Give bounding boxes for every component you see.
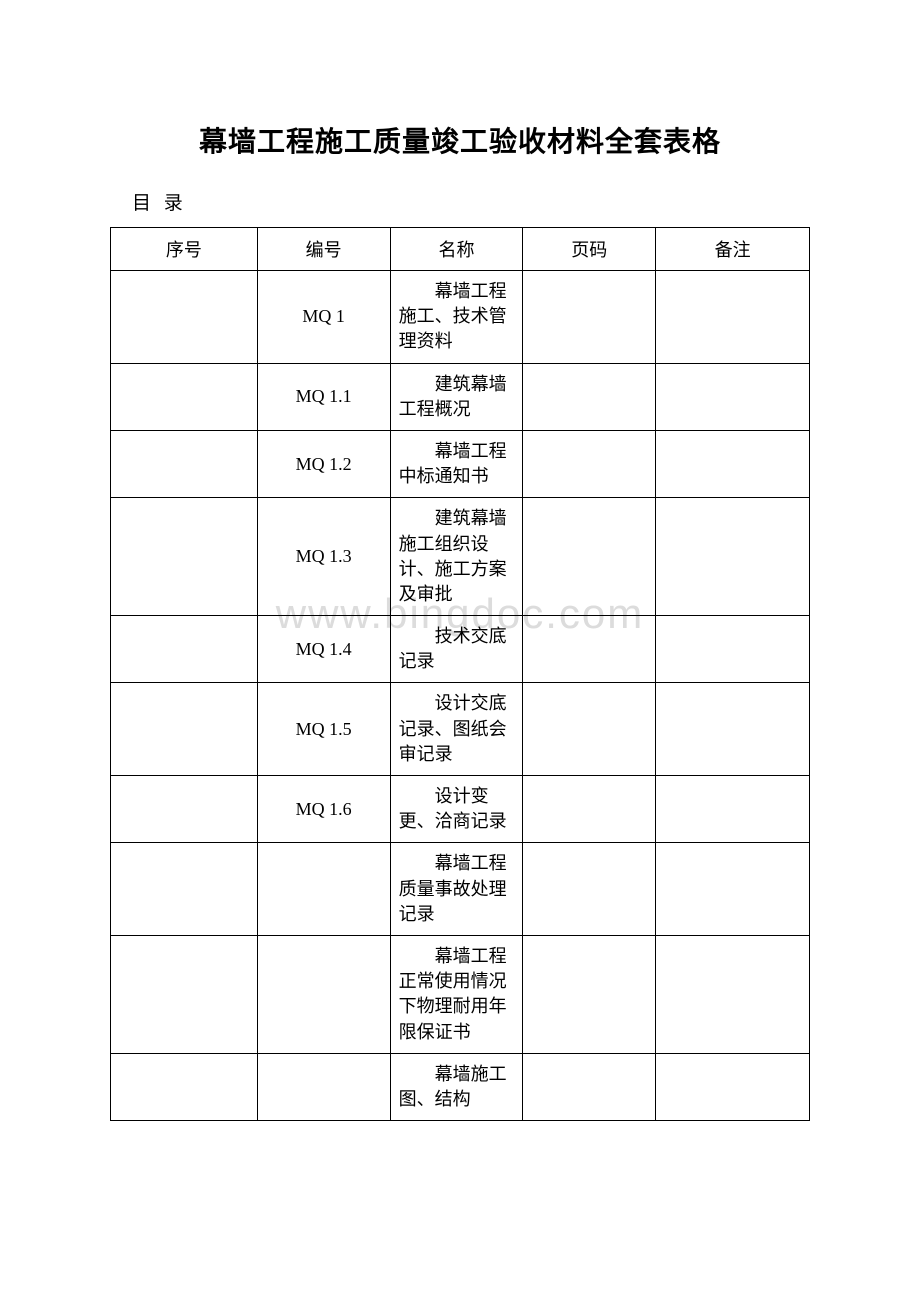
table-row: 幕墙工程正常使用情况下物理耐用年限保证书 xyxy=(111,935,810,1053)
cell-remark xyxy=(656,271,810,364)
cell-remark xyxy=(656,430,810,497)
table-row: 幕墙施工图、结构 xyxy=(111,1053,810,1120)
cell-page xyxy=(523,430,656,497)
cell-name: 设计交底记录、图纸会审记录 xyxy=(390,683,523,776)
table-row: MQ 1.2 幕墙工程中标通知书 xyxy=(111,430,810,497)
cell-seq xyxy=(111,935,258,1053)
header-remark: 备注 xyxy=(656,228,810,271)
cell-name: 设计变更、洽商记录 xyxy=(390,776,523,843)
cell-remark xyxy=(656,616,810,683)
document-content: 幕墙工程施工质量竣工验收材料全套表格 目 录 序号 编号 名称 页码 备注 MQ… xyxy=(110,120,810,1121)
table-header-row: 序号 编号 名称 页码 备注 xyxy=(111,228,810,271)
toc-table: 序号 编号 名称 页码 备注 MQ 1 幕墙工程施工、技术管理资料 MQ 1.1… xyxy=(110,227,810,1121)
cell-page xyxy=(523,776,656,843)
cell-name: 建筑幕墙施工组织设计、施工方案及审批 xyxy=(390,498,523,616)
cell-name: 建筑幕墙工程概况 xyxy=(390,363,523,430)
cell-page xyxy=(523,363,656,430)
cell-remark xyxy=(656,935,810,1053)
cell-seq xyxy=(111,498,258,616)
cell-code: MQ 1.4 xyxy=(257,616,390,683)
cell-page xyxy=(523,1053,656,1120)
table-row: MQ 1.5 设计交底记录、图纸会审记录 xyxy=(111,683,810,776)
cell-page xyxy=(523,843,656,936)
cell-name: 幕墙工程中标通知书 xyxy=(390,430,523,497)
cell-seq xyxy=(111,363,258,430)
cell-page xyxy=(523,683,656,776)
cell-page xyxy=(523,935,656,1053)
cell-page xyxy=(523,271,656,364)
table-row: 幕墙工程质量事故处理记录 xyxy=(111,843,810,936)
cell-name: 幕墙施工图、结构 xyxy=(390,1053,523,1120)
table-row: MQ 1.3 建筑幕墙施工组织设计、施工方案及审批 xyxy=(111,498,810,616)
cell-code: MQ 1.1 xyxy=(257,363,390,430)
header-name: 名称 xyxy=(390,228,523,271)
cell-remark xyxy=(656,776,810,843)
header-code: 编号 xyxy=(257,228,390,271)
cell-name: 幕墙工程质量事故处理记录 xyxy=(390,843,523,936)
cell-seq xyxy=(111,271,258,364)
cell-page xyxy=(523,616,656,683)
cell-code: MQ 1.3 xyxy=(257,498,390,616)
table-body: MQ 1 幕墙工程施工、技术管理资料 MQ 1.1 建筑幕墙工程概况 MQ 1.… xyxy=(111,271,810,1121)
cell-seq xyxy=(111,776,258,843)
cell-code: MQ 1.6 xyxy=(257,776,390,843)
document-title: 幕墙工程施工质量竣工验收材料全套表格 xyxy=(110,120,810,160)
cell-remark xyxy=(656,843,810,936)
cell-code: MQ 1 xyxy=(257,271,390,364)
cell-name: 技术交底记录 xyxy=(390,616,523,683)
cell-seq xyxy=(111,616,258,683)
cell-remark xyxy=(656,498,810,616)
cell-remark xyxy=(656,683,810,776)
cell-seq xyxy=(111,843,258,936)
cell-code xyxy=(257,843,390,936)
cell-name: 幕墙工程正常使用情况下物理耐用年限保证书 xyxy=(390,935,523,1053)
cell-remark xyxy=(656,363,810,430)
cell-remark xyxy=(656,1053,810,1120)
table-row: MQ 1.1 建筑幕墙工程概况 xyxy=(111,363,810,430)
cell-code: MQ 1.5 xyxy=(257,683,390,776)
cell-seq xyxy=(111,683,258,776)
document-subtitle: 目 录 xyxy=(132,188,810,215)
cell-code: MQ 1.2 xyxy=(257,430,390,497)
cell-code xyxy=(257,935,390,1053)
header-seq: 序号 xyxy=(111,228,258,271)
table-row: MQ 1.4 技术交底记录 xyxy=(111,616,810,683)
cell-page xyxy=(523,498,656,616)
header-page: 页码 xyxy=(523,228,656,271)
cell-seq xyxy=(111,430,258,497)
cell-code xyxy=(257,1053,390,1120)
table-row: MQ 1 幕墙工程施工、技术管理资料 xyxy=(111,271,810,364)
cell-seq xyxy=(111,1053,258,1120)
cell-name: 幕墙工程施工、技术管理资料 xyxy=(390,271,523,364)
table-row: MQ 1.6 设计变更、洽商记录 xyxy=(111,776,810,843)
